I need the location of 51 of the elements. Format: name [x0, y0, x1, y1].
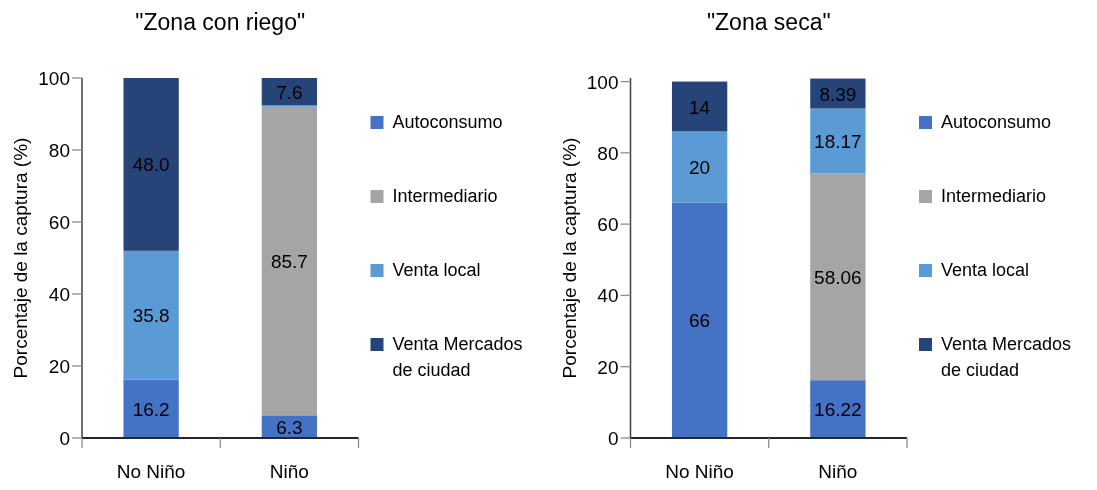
- x-tick-label: Niño: [269, 461, 309, 482]
- bar: [123, 379, 179, 438]
- x-tick-label: No Niño: [665, 461, 734, 482]
- bar: [123, 250, 179, 380]
- bar: [671, 131, 728, 203]
- bar: [261, 106, 318, 416]
- y-tick-label: 20: [597, 356, 619, 378]
- y-axis-title: Porcentaje de la captura (%): [9, 137, 31, 379]
- y-tick-label: 60: [48, 211, 70, 233]
- legend-label: Venta local: [392, 260, 481, 280]
- y-tick-label: 40: [48, 283, 70, 305]
- chart-title: "Zona seca": [706, 9, 831, 35]
- y-tick-label: 80: [48, 139, 70, 161]
- data-label: 18.17: [814, 130, 862, 152]
- data-label: 6.3: [276, 416, 303, 438]
- legend-label: Venta Mercados de ciudad: [941, 334, 1072, 380]
- legend-label: Autoconsumo: [941, 112, 1052, 132]
- data-label: 14: [689, 96, 711, 118]
- x-tick-label: Niño: [818, 461, 858, 482]
- data-label: 35.8: [132, 304, 170, 326]
- y-tick-label: 0: [607, 427, 619, 449]
- legend-label: Venta Mercados de ciudad: [392, 334, 523, 380]
- data-label: 58.06: [814, 266, 862, 288]
- y-tick-label: 20: [48, 355, 70, 377]
- y-axis-title: Porcentaje de la captura (%): [558, 137, 579, 379]
- data-label: 85.7: [270, 250, 308, 272]
- data-label: 8.39: [819, 83, 857, 105]
- data-label: 66: [689, 309, 711, 331]
- y-tick-label: 60: [597, 213, 619, 235]
- x-tick-label: No Niño: [116, 461, 186, 482]
- data-label: 20: [689, 156, 711, 178]
- bar: [810, 108, 866, 174]
- data-label: 7.6: [276, 81, 303, 103]
- y-tick-label: 40: [597, 284, 619, 306]
- bar: [123, 78, 179, 251]
- y-tick-label: 100: [38, 67, 70, 89]
- legend-label: Autoconsumo: [392, 112, 503, 132]
- bar: [671, 81, 728, 132]
- legend-label: Intermediario: [392, 186, 498, 206]
- legend-label: Intermediario: [941, 186, 1047, 206]
- bar: [671, 202, 728, 438]
- bar: [810, 173, 866, 381]
- data-label: 16.22: [814, 398, 862, 420]
- data-label: 48.0: [132, 153, 170, 175]
- y-tick-label: 0: [59, 427, 70, 449]
- y-tick-label: 100: [586, 71, 619, 93]
- legend-label: Venta local: [941, 260, 1030, 280]
- chart-title: "Zona con riego": [135, 9, 306, 35]
- data-label: 16.2: [132, 398, 170, 420]
- bar: [810, 380, 866, 438]
- y-tick-label: 80: [597, 142, 619, 164]
